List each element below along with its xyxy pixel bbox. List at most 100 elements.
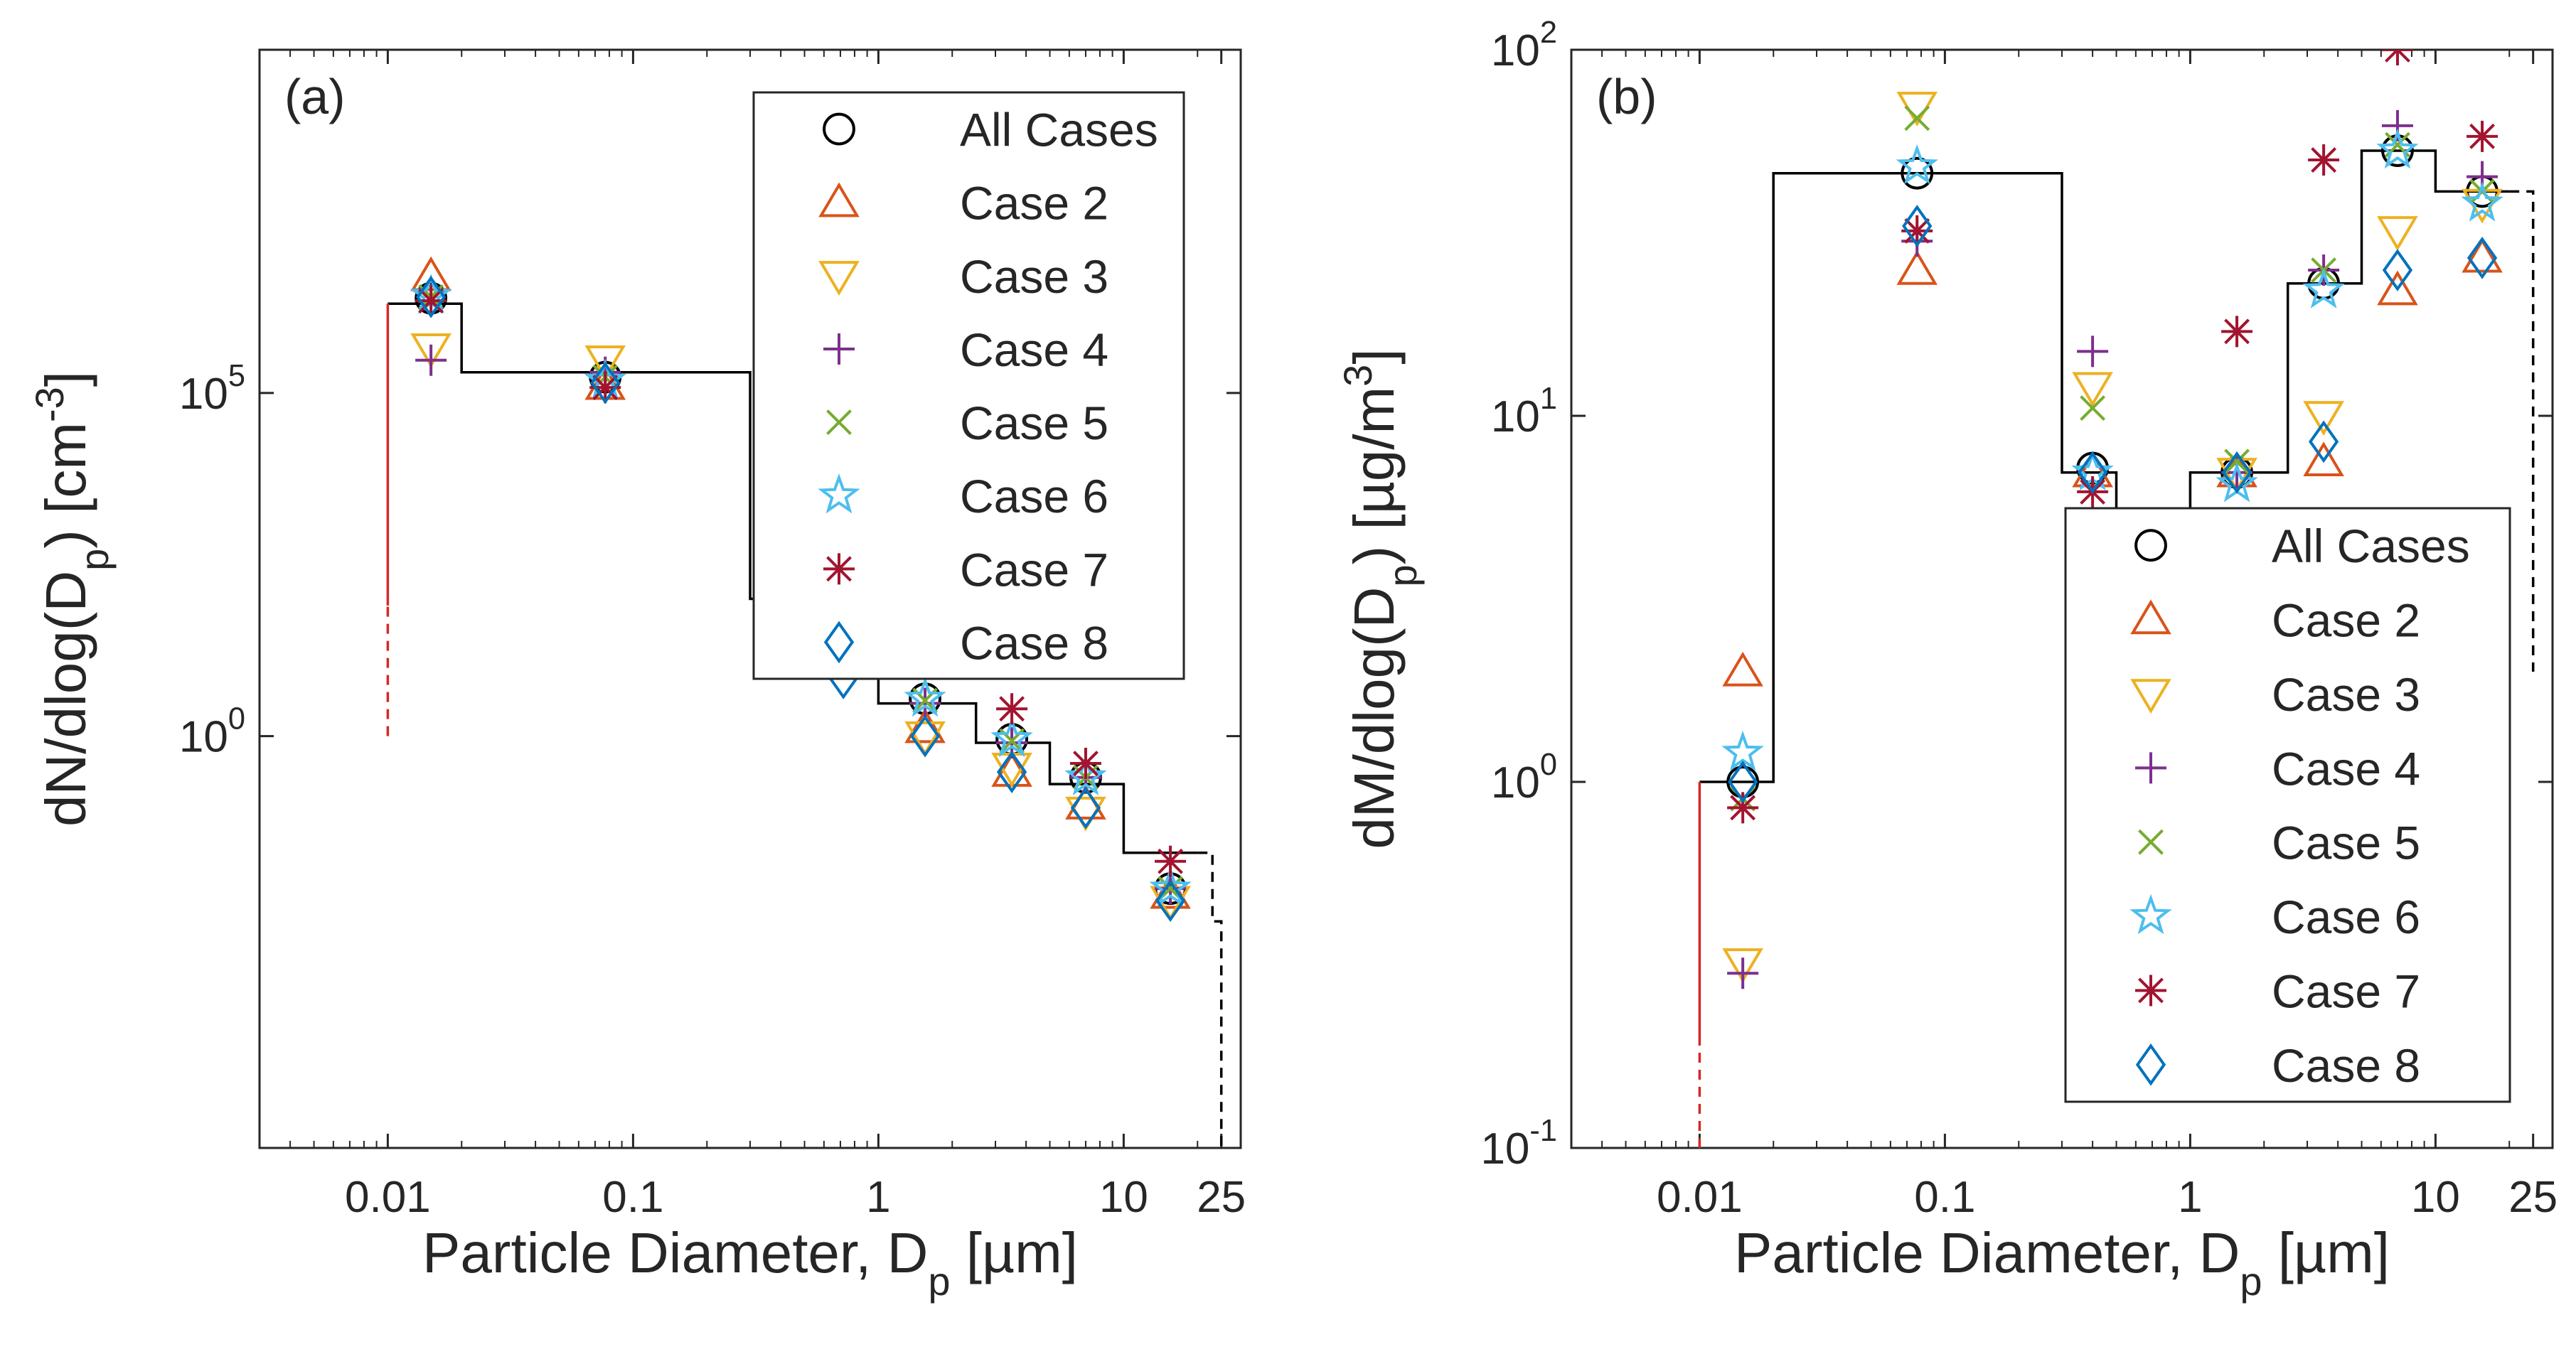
data-point bbox=[1722, 948, 1763, 983]
legend-label: Case 2 bbox=[2272, 594, 2420, 647]
data-point bbox=[2467, 236, 2498, 279]
legend-marker bbox=[826, 409, 852, 435]
data-point bbox=[2467, 120, 2498, 152]
panel-label: (a) bbox=[284, 69, 346, 124]
legend-label: Case 4 bbox=[2272, 742, 2420, 795]
data-point bbox=[990, 716, 1033, 758]
data-point bbox=[2382, 249, 2413, 291]
data-point bbox=[909, 714, 941, 758]
panel-label: (b) bbox=[1596, 69, 1657, 124]
y-tick-label: 101 bbox=[1491, 382, 1557, 441]
data-point bbox=[1064, 755, 1107, 795]
data-point bbox=[2077, 451, 2108, 494]
data-point bbox=[1901, 215, 1933, 247]
x-tick-label: 1 bbox=[866, 1173, 890, 1222]
data-point bbox=[1149, 866, 1192, 907]
y-tick-label: 102 bbox=[1491, 16, 1557, 75]
y-tick-label: 10-1 bbox=[1480, 1114, 1557, 1174]
data-point bbox=[909, 687, 941, 719]
y-tick-label: 100 bbox=[179, 702, 245, 762]
legend-label: Case 6 bbox=[960, 470, 1108, 522]
data-point bbox=[1727, 792, 1759, 824]
legend-marker bbox=[823, 621, 855, 664]
legend-label: Case 5 bbox=[2272, 817, 2420, 869]
data-point bbox=[415, 344, 447, 376]
legend-marker bbox=[823, 112, 855, 146]
x-tick-label: 25 bbox=[2508, 1173, 2558, 1222]
data-point bbox=[1901, 156, 1934, 190]
data-point bbox=[2469, 178, 2495, 205]
legend-label: All Cases bbox=[960, 104, 1158, 156]
x-tick-label: 0.01 bbox=[1657, 1173, 1743, 1222]
legend-marker bbox=[2134, 529, 2167, 562]
legend-marker bbox=[818, 261, 860, 296]
series-case-8 bbox=[1727, 205, 2498, 803]
data-point bbox=[584, 345, 626, 380]
legend-label: Case 3 bbox=[960, 250, 1108, 303]
legend-label: Case 7 bbox=[960, 543, 1108, 596]
step-line-extension bbox=[2509, 190, 2535, 672]
data-point bbox=[415, 275, 447, 318]
data-point bbox=[2376, 128, 2419, 169]
data-point bbox=[2303, 441, 2344, 477]
legend-label: Case 3 bbox=[2272, 668, 2420, 721]
data-point bbox=[2308, 420, 2339, 463]
y-tick-label: 105 bbox=[179, 359, 245, 419]
legend-label: Case 8 bbox=[2272, 1039, 2420, 1092]
legend: All Cases Case 2 Case 3 Case 4 Case 5 Case 6 C… bbox=[2064, 507, 2511, 1103]
legend-label: Case 5 bbox=[960, 397, 1108, 449]
panel-b: 0.01 0.1 1 10 25 10-1 100 101 102 All Cases Case 2… bbox=[1335, 16, 2558, 1304]
x-minor-ticks bbox=[289, 50, 1199, 1148]
data-point bbox=[1721, 730, 1764, 771]
x-minor-ticks bbox=[1601, 50, 2511, 1148]
step-line-extension bbox=[1197, 851, 1223, 1148]
data-point bbox=[2303, 401, 2344, 436]
legend-label: All Cases bbox=[2272, 520, 2470, 572]
data-point bbox=[1070, 786, 1101, 830]
legend-label: Case 7 bbox=[2272, 965, 2420, 1017]
data-point bbox=[2377, 270, 2418, 306]
legend-marker bbox=[2135, 752, 2166, 784]
data-point bbox=[1155, 879, 1186, 923]
data-point bbox=[2302, 268, 2345, 308]
data-point bbox=[1155, 845, 1187, 877]
legend-marker bbox=[823, 553, 855, 585]
x-tick-label: 25 bbox=[1197, 1173, 1246, 1222]
data-point bbox=[2077, 335, 2109, 367]
data-point bbox=[2221, 451, 2252, 494]
data-point bbox=[904, 676, 946, 717]
legend: All Cases Case 2 Case 3 Case 4 Case 5 Case 6 C… bbox=[752, 91, 1185, 680]
data-point bbox=[1722, 651, 1763, 687]
data-point bbox=[415, 285, 447, 317]
y-axis-label: dM/dlog(Dp) [µg/m3] bbox=[1335, 348, 1425, 849]
data-point bbox=[904, 708, 946, 743]
legend-label: Case 4 bbox=[960, 323, 1108, 376]
data-point bbox=[2462, 237, 2503, 273]
data-point bbox=[2080, 395, 2106, 422]
data-point bbox=[1896, 249, 1938, 285]
x-tick-label: 0.01 bbox=[345, 1173, 431, 1222]
x-tick-label: 10 bbox=[1099, 1173, 1148, 1222]
data-point bbox=[589, 372, 621, 404]
x-tick-label: 1 bbox=[2178, 1173, 2202, 1222]
x-tick-label: 0.1 bbox=[602, 1173, 663, 1222]
x-tick-label: 0.1 bbox=[1914, 1173, 1975, 1222]
y-axis-label: dN/dlog(Dp) [cm-3] bbox=[27, 371, 117, 827]
data-point bbox=[1727, 761, 1758, 803]
y-tick-label: 100 bbox=[1491, 748, 1557, 807]
data-point bbox=[2224, 449, 2250, 475]
legend-label: Case 8 bbox=[960, 616, 1108, 669]
legend-box bbox=[2064, 507, 2511, 1103]
data-point bbox=[996, 693, 1028, 725]
legend-marker bbox=[818, 473, 860, 514]
legend-marker bbox=[2138, 829, 2164, 855]
data-point bbox=[2461, 181, 2503, 222]
data-point bbox=[904, 721, 946, 756]
data-point bbox=[590, 361, 621, 404]
data-point bbox=[2377, 216, 2418, 251]
legend-marker bbox=[2135, 975, 2166, 1006]
data-point bbox=[1896, 144, 1938, 185]
panel-a: 0.01 0.1 1 10 25 100 105 All Cases Case 2 Case 3 C… bbox=[27, 48, 1246, 1304]
x-axis-label: Particle Diameter, Dp [µm] bbox=[422, 1221, 1078, 1304]
